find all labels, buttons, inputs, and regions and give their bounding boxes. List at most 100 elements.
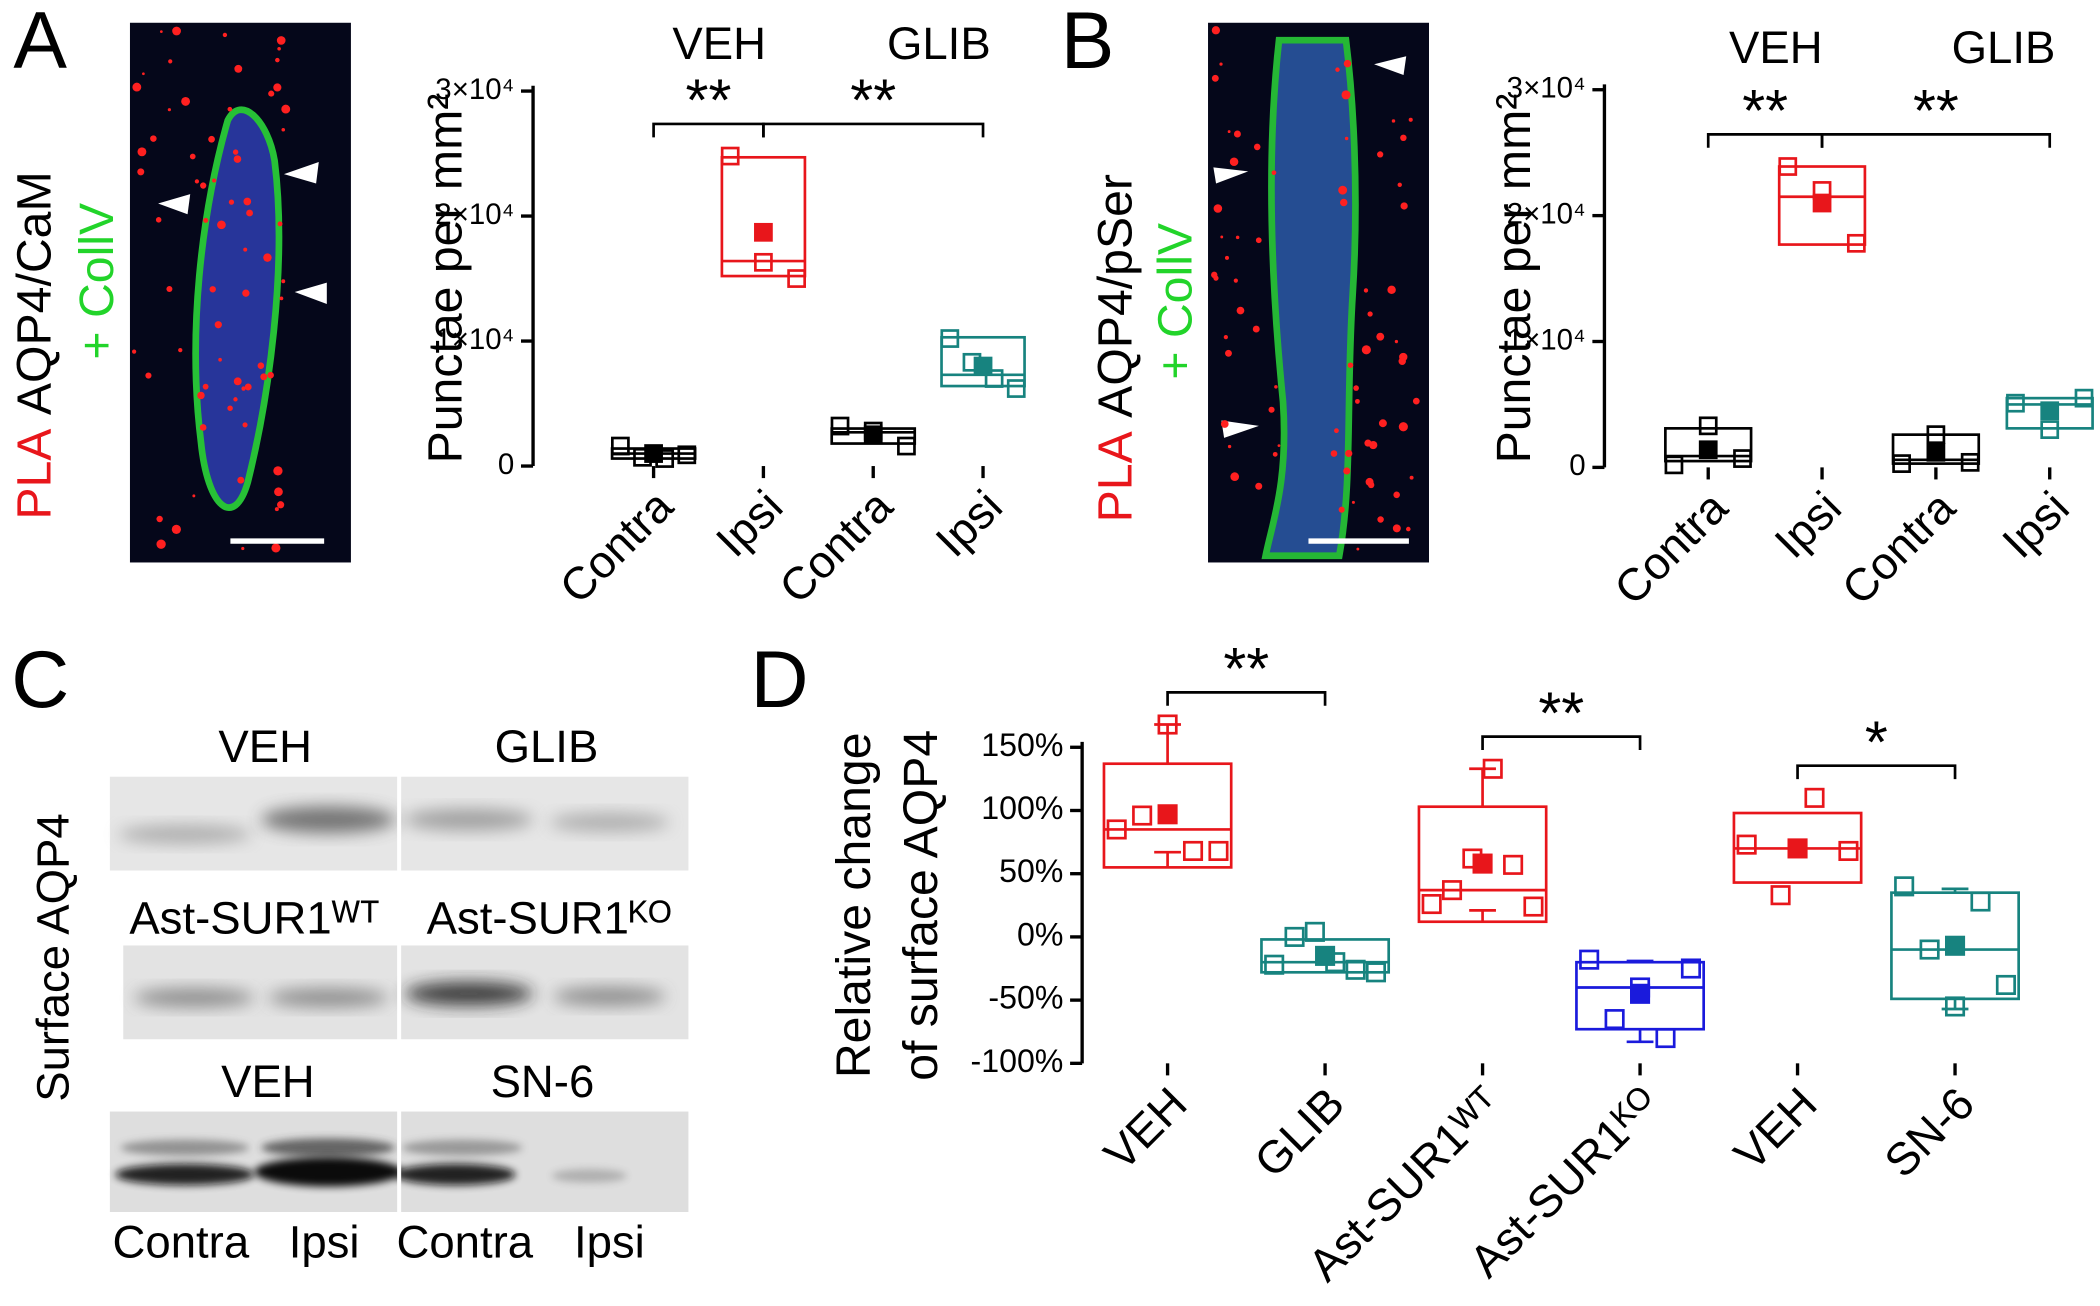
pla-dot	[156, 515, 163, 523]
data-point	[1106, 819, 1127, 840]
pla-dot	[172, 26, 181, 36]
box	[720, 155, 807, 278]
pla-dot	[1213, 275, 1219, 281]
pla-dot	[274, 487, 283, 497]
pla-dot	[1339, 198, 1348, 207]
arrowhead	[1221, 420, 1259, 438]
pla-dot	[1387, 285, 1396, 295]
data-point	[1960, 452, 1980, 472]
data-point	[1482, 758, 1503, 779]
pla-dot	[279, 296, 284, 301]
data-point	[1894, 876, 1915, 897]
data-point	[2074, 388, 2094, 408]
pla-dot	[137, 168, 145, 176]
pla-dot	[1338, 506, 1345, 513]
pla-dot	[155, 217, 162, 223]
pla-dot	[233, 377, 242, 386]
x-tick-label: Ipsi	[1993, 482, 2079, 568]
x-tick-label: SN-6	[1875, 1078, 1984, 1187]
image-label: PLA AQP4/pSer	[1088, 174, 1142, 522]
pla-dot	[181, 97, 191, 106]
y-axis-title: Punctae per mm²	[418, 94, 472, 464]
pla-dot	[218, 357, 222, 362]
data-point	[1421, 893, 1442, 915]
box	[940, 335, 1026, 388]
box	[1777, 165, 1867, 246]
significance-bracket	[1481, 735, 1642, 751]
mean-marker	[1472, 853, 1493, 874]
group-label: VEH	[1729, 22, 1823, 73]
mean-marker	[1315, 945, 1336, 966]
y-tick-label: 2×10⁴	[435, 198, 514, 231]
pla-dot	[167, 108, 171, 112]
data-point	[1892, 454, 1911, 473]
pla-dot	[228, 199, 235, 205]
data-point	[1441, 880, 1463, 901]
box	[1260, 938, 1391, 974]
pla-dot	[1252, 325, 1260, 333]
pla-dot	[1394, 339, 1399, 344]
data-point	[1778, 157, 1798, 176]
band	[254, 1157, 402, 1187]
data-point	[1736, 834, 1757, 855]
data-point	[1995, 974, 2016, 995]
vessel	[192, 106, 283, 511]
pla-dot	[244, 383, 252, 391]
pla-dot	[242, 289, 250, 297]
pla-dot	[214, 321, 222, 329]
mean-marker	[2040, 401, 2060, 421]
x-tick-label: Contra	[770, 480, 903, 613]
significance-bracket	[762, 122, 985, 138]
blot-row-label: Ast-SUR1ᵂᵀ	[129, 892, 379, 943]
pla-dot	[197, 391, 205, 400]
pla-dot	[1227, 130, 1231, 133]
y-tick-label: 0	[1569, 449, 1585, 482]
data-point	[1345, 959, 1366, 980]
group-label: GLIB	[887, 18, 991, 69]
pla-dot	[1334, 428, 1339, 434]
pla-dot	[192, 494, 196, 498]
data-point	[611, 436, 630, 456]
band	[395, 1163, 516, 1186]
data-point	[1284, 926, 1305, 947]
pla-dot	[1225, 349, 1232, 357]
y-tick-label: 1×10⁴	[435, 323, 514, 356]
pla-dot	[199, 424, 207, 431]
pla-dot	[217, 220, 226, 230]
blot-row-label: Ast-SUR1ᴷᴼ	[427, 892, 672, 943]
data-point	[1579, 949, 1600, 970]
pla-dot	[233, 155, 242, 163]
significance-bracket	[1820, 133, 2052, 148]
pla-dot	[1253, 143, 1261, 151]
y-tick-label: 0%	[1017, 916, 1063, 952]
pla-dot	[241, 546, 245, 551]
pla-dot	[234, 64, 243, 73]
pla-dot	[1391, 119, 1396, 123]
pla-dot	[189, 153, 196, 160]
pla-dot	[1227, 444, 1232, 449]
pla-dot	[260, 373, 268, 381]
pla-dot	[1341, 90, 1351, 100]
arrowhead	[1374, 56, 1407, 75]
blot-y-label: Surface AQP4	[27, 813, 78, 1101]
data-point	[1182, 840, 1204, 861]
y-tick-label: 1×10⁴	[1507, 323, 1586, 356]
pla-dot	[1223, 335, 1228, 340]
pla-dot	[202, 383, 209, 390]
arrowhead	[283, 162, 319, 184]
pla-dot	[1351, 500, 1355, 504]
group-label: GLIB	[1952, 22, 2056, 73]
pla-dot	[227, 106, 233, 112]
mean-marker	[1787, 838, 1808, 859]
box	[1891, 433, 1981, 465]
y-tick-label: 150%	[981, 727, 1063, 763]
pla-dot	[1220, 235, 1224, 239]
pla-dot	[1397, 182, 1402, 187]
box	[1417, 805, 1548, 924]
pla-dot	[277, 47, 281, 51]
pla-dot	[132, 82, 142, 92]
mean-marker	[1630, 983, 1651, 1004]
pla-dot	[194, 179, 200, 184]
data-point	[1733, 449, 1752, 468]
